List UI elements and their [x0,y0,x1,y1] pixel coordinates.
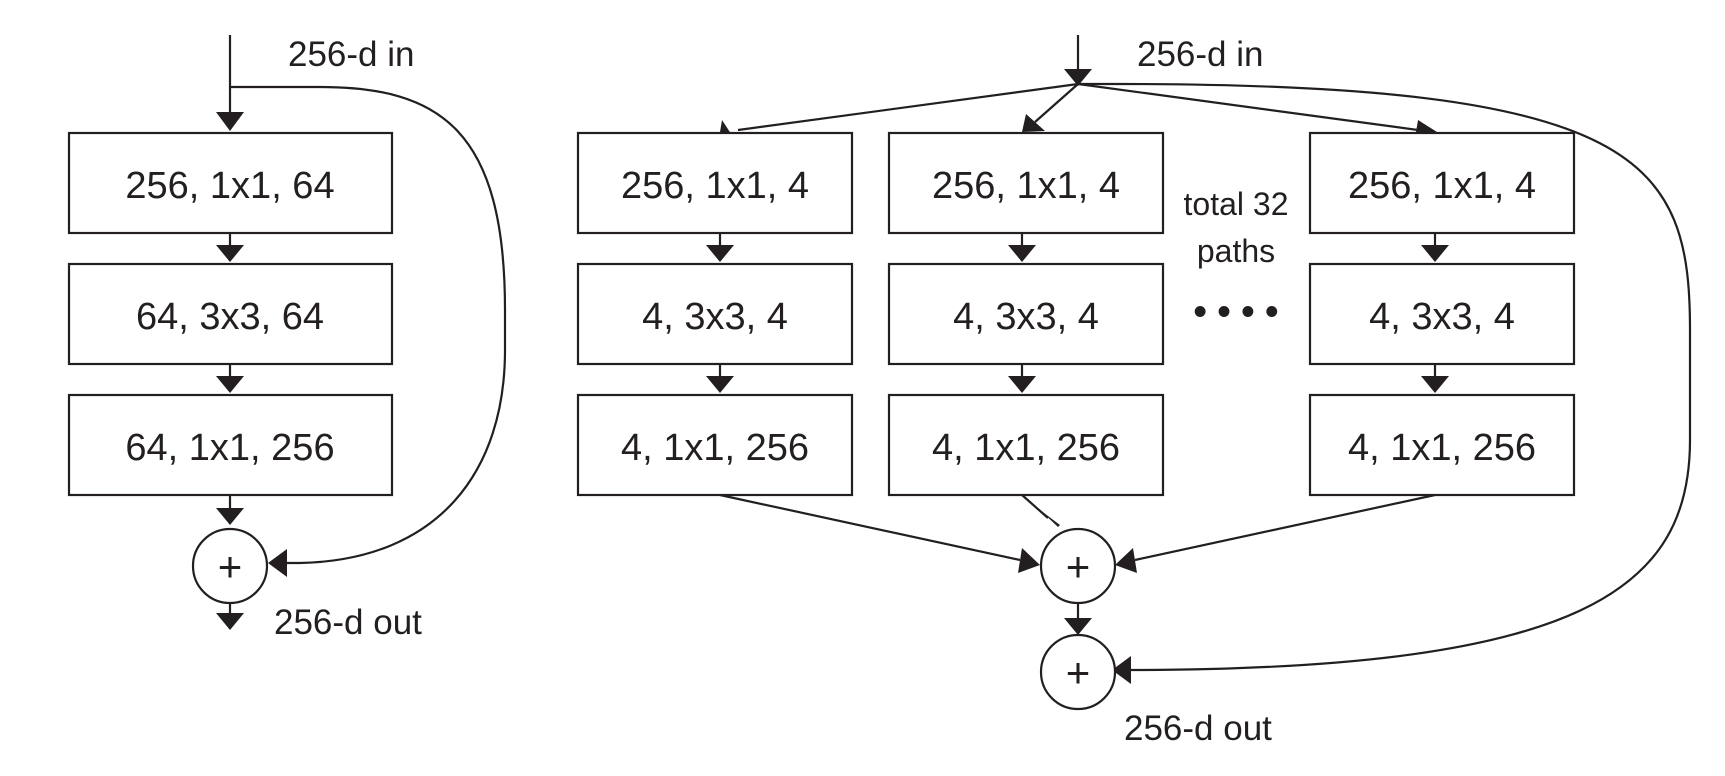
left-arrowhead-out [216,613,244,630]
path1-arrowhead-2 [706,245,734,262]
path3-layer-label-1: 256, 1x1, 4 [1348,165,1536,207]
left-layer-box-3 [67,393,394,497]
right-arrowhead-shortcut [1112,656,1131,684]
path1-arrowhead-3 [706,376,734,393]
left-arrowhead-3 [216,376,244,393]
left-layer-label-3: 64, 1x1, 256 [125,427,334,469]
right-output-label: 256-d out [1124,709,1272,748]
left-sum-symbol: + [218,543,243,590]
left-sum-node [191,527,269,605]
left-layer-label-2: 64, 3x3, 64 [136,296,324,338]
path3-merge-line [1134,493,1436,562]
paths-count-note-line-2: paths [1197,233,1275,269]
connector-lines [228,35,1692,672]
path2-layer-box-3 [887,393,1165,497]
right-aggregate-symbol: + [1066,543,1091,590]
right-sum-symbol: + [1066,649,1091,696]
path3-layer-box-3 [1308,393,1576,497]
path2-merge-line [1021,494,1049,519]
merge-arrowhead-3 [1115,548,1137,573]
path2-layer-box-1 [887,131,1165,235]
path2-layer-label-1: 256, 1x1, 4 [932,165,1120,207]
path1-layer-box-2 [576,262,854,366]
merge-arrowhead-2 [1040,510,1060,527]
left-layer-label-1: 256, 1x1, 64 [125,165,334,207]
path1-layer-box-3 [576,393,854,497]
merge-arrowhead-1 [1018,548,1040,573]
right-aggregate-node [1039,527,1117,605]
left-shortcut-curve [230,85,507,565]
right-sum-node [1039,633,1117,711]
path1-layer-label-1: 256, 1x1, 4 [621,165,809,207]
path3-layer-label-3: 4, 1x1, 256 [1348,427,1536,469]
right-split-line-3 [1077,82,1419,132]
path3-layer-box-1 [1308,131,1576,235]
labels: 256-d in 256-d out 256, 1x1, 64 64, 3x3,… [125,35,1536,748]
path2-layer-label-3: 4, 1x1, 256 [932,427,1120,469]
left-layer-box-1 [67,131,394,235]
paths-ellipsis: • • • • [1194,291,1279,333]
left-arrowhead-shortcut [268,549,287,577]
left-arrowhead-in [216,112,244,131]
path1-layer-label-2: 4, 3x3, 4 [642,296,788,338]
layer-boxes [67,131,1576,711]
right-split-line-1 [737,82,1079,132]
right-shortcut-curve [1078,82,1692,672]
path3-arrowhead-2 [1421,245,1449,262]
path1-merge-line [719,493,1021,562]
left-arrowhead-4 [216,508,244,525]
right-arrowhead-split-2 [1022,114,1045,132]
path2-arrowhead-2 [1008,245,1036,262]
right-arrowhead-between-sums [1064,618,1092,635]
right-split-line-2 [1034,83,1079,123]
left-arrowhead-2 [216,245,244,262]
path3-arrowhead-3 [1421,376,1449,393]
path3-layer-label-2: 4, 3x3, 4 [1369,296,1515,338]
right-input-label: 256-d in [1137,35,1263,74]
left-output-label: 256-d out [274,603,422,642]
right-arrowhead-in [1064,69,1092,86]
path2-layer-label-2: 4, 3x3, 4 [953,296,1099,338]
paths-count-note-line-1: total 32 [1184,186,1289,222]
path3-layer-box-2 [1308,262,1576,366]
path2-layer-box-2 [887,262,1165,366]
left-layer-box-2 [67,262,394,366]
left-input-label: 256-d in [288,35,414,74]
path1-layer-label-3: 4, 1x1, 256 [621,427,809,469]
path1-layer-box-1 [576,131,854,235]
path2-arrowhead-3 [1008,376,1036,393]
